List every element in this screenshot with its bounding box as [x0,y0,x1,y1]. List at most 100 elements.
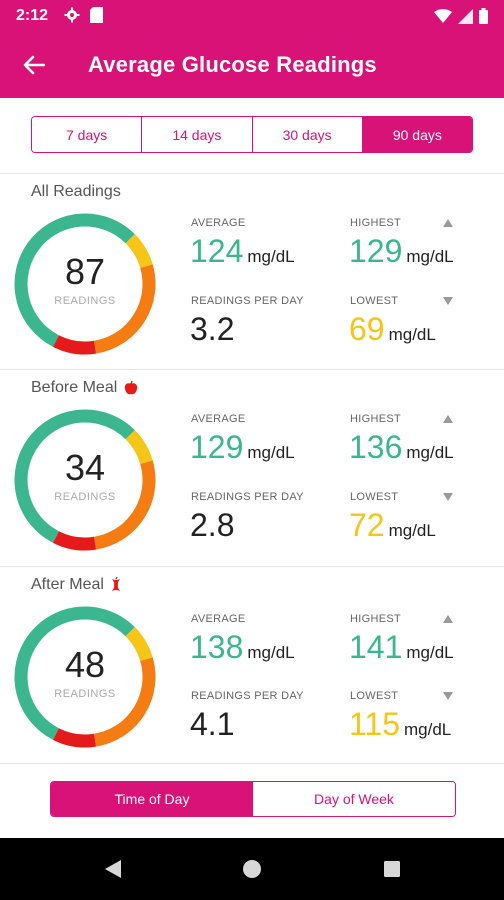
lowest-value: 72 mg/dL [349,507,436,544]
ring-segment-orange [93,460,156,550]
average-label: AVERAGE [191,217,246,229]
back-button[interactable] [18,49,50,81]
average-value: 124 mg/dL [190,233,295,270]
status-right-icons [434,8,488,24]
tab-90-days[interactable]: 90 days [362,117,472,152]
readings-per-day-label: READINGS PER DAY [191,690,304,702]
highest-value: 141 mg/dL [349,629,454,666]
section-title-text: Before Meal [31,379,118,396]
readings-ring [14,213,156,355]
section-all-readings: All Readings 87 READINGS AVERAGE 124 mg/d… [0,175,504,371]
average-label: AVERAGE [191,613,246,625]
divider [0,763,504,764]
battery-icon [479,8,488,24]
readings-count: 87 [64,251,106,292]
lowest-number: 72 [349,507,385,543]
section-before-meal: Before Meal 34 READINGS AVERAGE 129 mg/dL… [0,371,504,567]
lowest-label: LOWEST [350,295,399,307]
status-bar: 2:12 [0,0,504,32]
lowest-label: LOWEST [350,690,399,702]
system-nav-bar [0,838,504,900]
ring-segment-yellow [125,234,153,269]
ring-segment-orange [93,657,156,747]
readings-per-day-value: 4.1 [190,706,235,742]
highest-unit: mg/dL [406,443,454,462]
page-title: Average Glucose Readings [88,52,377,77]
range-tabs: 7 days 14 days 30 days 90 days [31,116,473,153]
readings-count-label: READINGS [54,491,116,503]
ring-segment-red [52,728,97,748]
highest-value: 136 mg/dL [349,429,454,466]
lowest-unit: mg/dL [388,521,436,540]
lowest-value: 69 mg/dL [349,311,436,348]
readings-ring [14,606,156,748]
ring-segment-red [52,531,97,551]
highest-label: HIGHEST [350,613,401,625]
average-label: AVERAGE [191,413,246,425]
lowest-unit: mg/dL [404,720,452,739]
divider [0,566,504,567]
toggle-time-of-day[interactable]: Time of Day [51,782,253,816]
section-title-text: All Readings [31,183,121,200]
status-left-icons [64,7,103,23]
apple-core-icon [111,577,120,591]
divider [0,369,504,370]
wifi-icon [434,9,452,23]
apple-icon [125,380,138,395]
divider [0,173,504,174]
lowest-label: LOWEST [350,491,399,503]
triangle-up-icon [443,615,453,623]
highest-number: 136 [349,429,403,465]
highest-value: 129 mg/dL [349,233,454,270]
average-value: 129 mg/dL [190,429,295,466]
highest-unit: mg/dL [406,643,454,662]
app-bar: Average Glucose Readings [0,32,504,98]
lowest-number: 69 [349,311,385,347]
ring-segment-green [14,606,135,740]
section-after-meal: After Meal 48 READINGS AVERAGE 138 mg/dL … [0,568,504,764]
readings-count: 48 [64,644,106,685]
section-title-text: After Meal [31,576,104,593]
average-number: 129 [190,429,244,465]
ring-segment-green [14,409,135,543]
triangle-down-icon [443,692,453,700]
ring-segment-green [14,213,135,347]
readings-per-day-label: READINGS PER DAY [191,491,304,503]
average-unit: mg/dL [247,443,295,462]
readings-per-day-value: 3.2 [190,311,235,347]
readings-count-label: READINGS [54,295,116,307]
average-number: 124 [190,233,244,269]
readings-ring [14,409,156,551]
gear-icon [64,7,80,23]
view-toggle: Time of Day Day of Week [50,781,456,817]
lowest-unit: mg/dL [388,325,436,344]
highest-unit: mg/dL [406,247,454,266]
highest-number: 129 [349,233,403,269]
arrow-left-icon [23,55,45,75]
tab-14-days[interactable]: 14 days [142,117,253,152]
lowest-value: 115 mg/dL [349,706,451,743]
average-number: 138 [190,629,244,665]
sd-card-icon [90,7,103,23]
triangle-down-icon [443,297,453,305]
readings-count: 34 [64,447,106,488]
average-unit: mg/dL [247,643,295,662]
triangle-down-icon [443,493,453,501]
ring-segment-orange [93,264,156,354]
back-nav-icon[interactable] [101,857,125,881]
readings-per-day-value: 2.8 [190,507,235,543]
ring-segment-yellow [125,430,153,465]
highest-number: 141 [349,629,403,665]
ring-segment-yellow [125,627,153,662]
home-nav-icon[interactable] [240,857,264,881]
tab-7-days[interactable]: 7 days [32,117,143,152]
readings-count-label: READINGS [54,688,116,700]
status-time: 2:12 [16,7,49,24]
highest-label: HIGHEST [350,217,401,229]
ring-segment-red [52,335,97,355]
tab-30-days[interactable]: 30 days [252,117,363,152]
recents-nav-icon[interactable] [380,857,404,881]
section-title: Before Meal [31,379,139,397]
signal-icon [458,8,473,24]
toggle-day-of-week[interactable]: Day of Week [253,782,455,816]
